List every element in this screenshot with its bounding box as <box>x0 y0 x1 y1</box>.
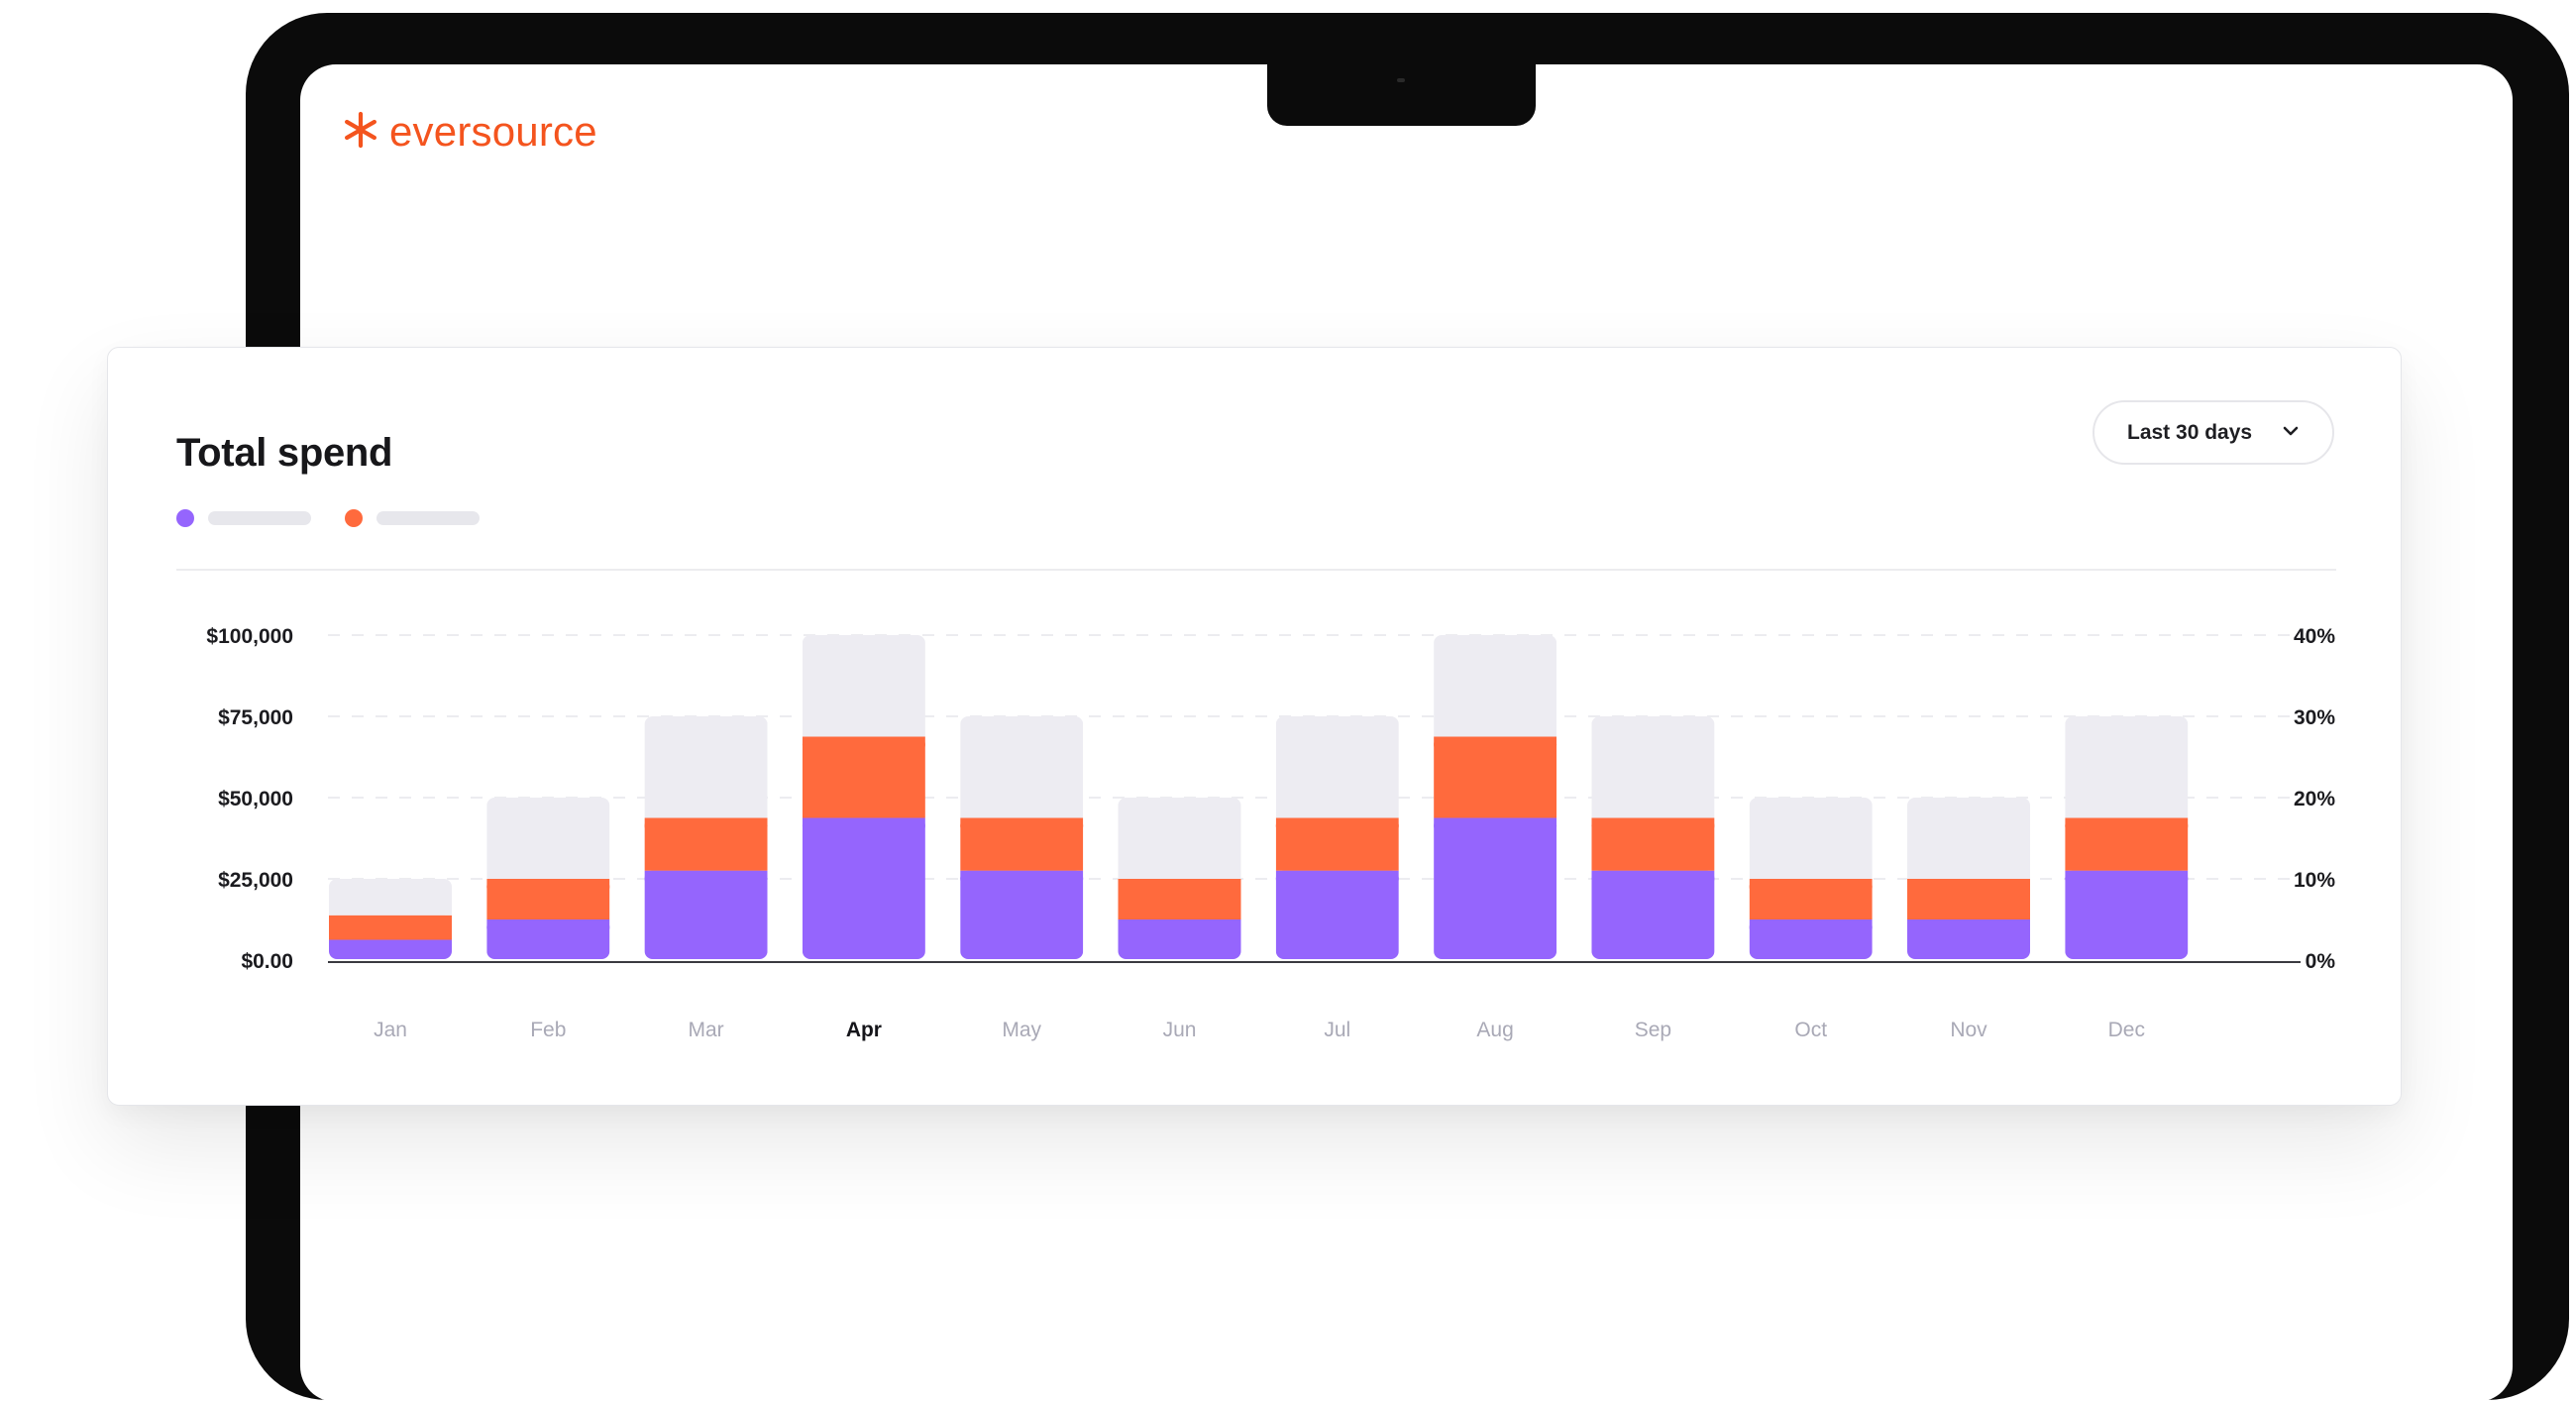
x-axis-tick[interactable]: Nov <box>1950 1019 1987 1041</box>
y-axis-right-tick: 30% <box>2294 706 2335 729</box>
bar-segment-background[interactable] <box>1749 798 1873 879</box>
y-axis-left-tick: $75,000 <box>218 706 293 729</box>
bar-segment-background[interactable] <box>644 716 768 818</box>
bar-group-may[interactable] <box>960 716 1084 960</box>
stacked-bar-chart: $0.00 0% $25,000 10% $50,000 20% $75,000 30% $10… <box>206 625 2336 1041</box>
bar-segment-purple[interactable] <box>2065 870 2189 960</box>
bar-segment-background[interactable] <box>1591 716 1715 818</box>
bar-segment-orange[interactable] <box>960 817 1084 871</box>
total-spend-card: Total spend Last 30 days $0.00 0% $25,000 1… <box>107 347 2402 1106</box>
bar-segment-orange[interactable] <box>1434 736 1557 818</box>
bar-segment-background[interactable] <box>1275 716 1399 818</box>
x-axis-tick[interactable]: May <box>1002 1019 1041 1041</box>
x-axis-tick[interactable]: Dec <box>2108 1019 2145 1041</box>
bar-segment-purple[interactable] <box>329 939 452 961</box>
bar-segment-purple[interactable] <box>1275 870 1399 960</box>
bar-group-nov[interactable] <box>1907 798 2030 960</box>
bar-segment-background[interactable] <box>1118 798 1241 879</box>
legend-label-placeholder <box>208 511 311 525</box>
bar-segment-orange[interactable] <box>486 879 610 919</box>
legend-dot-orange <box>345 509 363 527</box>
bar-segment-orange[interactable] <box>1591 817 1715 871</box>
y-axis-left-tick: $50,000 <box>218 788 293 810</box>
chart-legend <box>176 509 513 527</box>
bar-segment-background[interactable] <box>802 635 925 737</box>
camera-notch <box>1267 62 1536 126</box>
bar-segment-purple[interactable] <box>960 870 1084 960</box>
bar-segment-orange[interactable] <box>329 915 452 940</box>
logo-text: eversource <box>389 108 597 155</box>
card-title: Total spend <box>176 431 393 475</box>
y-axis-left-tick: $100,000 <box>206 625 293 648</box>
date-range-dropdown[interactable]: Last 30 days <box>2093 400 2334 465</box>
y-axis-left-tick: $0.00 <box>241 950 293 973</box>
bar-segment-orange[interactable] <box>1907 879 2030 919</box>
bar-group-feb[interactable] <box>486 798 610 960</box>
x-axis-tick[interactable]: Sep <box>1635 1019 1671 1041</box>
bar-segment-purple[interactable] <box>802 817 925 961</box>
bar-segment-background[interactable] <box>329 879 452 916</box>
x-axis-tick[interactable]: Apr <box>846 1019 882 1041</box>
bar-segment-purple[interactable] <box>1907 919 2030 960</box>
y-axis-right-tick: 20% <box>2294 788 2335 810</box>
x-axis-tick[interactable]: Feb <box>530 1019 566 1041</box>
legend-item-series-1[interactable] <box>176 509 311 527</box>
legend-dot-purple <box>176 509 194 527</box>
x-axis-tick[interactable]: Mar <box>689 1019 724 1041</box>
bar-segment-orange[interactable] <box>2065 817 2189 871</box>
asterisk-logo-icon <box>342 111 379 154</box>
chevron-down-icon <box>2282 424 2300 442</box>
x-axis-tick[interactable]: Oct <box>1794 1019 1827 1041</box>
y-axis-right-tick: 10% <box>2294 869 2335 892</box>
bar-group-oct[interactable] <box>1749 798 1873 960</box>
bar-segment-orange[interactable] <box>1275 817 1399 871</box>
bar-segment-purple[interactable] <box>1434 817 1557 961</box>
bar-segment-purple[interactable] <box>1591 870 1715 960</box>
bar-segment-purple[interactable] <box>486 919 610 960</box>
x-axis-tick[interactable]: Jul <box>1324 1019 1350 1041</box>
bar-segment-background[interactable] <box>2065 716 2189 818</box>
bar-segment-background[interactable] <box>1907 798 2030 879</box>
bar-group-jul[interactable] <box>1275 716 1399 960</box>
bar-segment-background[interactable] <box>486 798 610 879</box>
bar-group-jan[interactable] <box>329 879 452 960</box>
bar-group-dec[interactable] <box>2065 716 2189 960</box>
divider <box>176 569 2336 571</box>
bar-group-sep[interactable] <box>1591 716 1715 960</box>
bar-group-jun[interactable] <box>1118 798 1241 960</box>
x-axis-tick[interactable]: Aug <box>1476 1019 1513 1041</box>
y-axis-left-tick: $25,000 <box>218 869 293 892</box>
y-axis-right-tick: 40% <box>2294 625 2335 648</box>
brand-logo[interactable]: eversource <box>342 108 597 155</box>
date-range-label: Last 30 days <box>2127 420 2253 444</box>
bar-group-aug[interactable] <box>1434 635 1557 961</box>
bar-segment-background[interactable] <box>960 716 1084 818</box>
y-axis-right-tick: 0% <box>2306 950 2336 973</box>
legend-item-series-2[interactable] <box>345 509 480 527</box>
x-axis-tick[interactable]: Jun <box>1163 1019 1197 1041</box>
x-axis-tick[interactable]: Jan <box>374 1019 407 1041</box>
bar-group-apr[interactable] <box>802 635 925 961</box>
bar-segment-orange[interactable] <box>1118 879 1241 919</box>
bar-segment-purple[interactable] <box>1118 919 1241 960</box>
bar-segment-orange[interactable] <box>1749 879 1873 919</box>
camera-icon <box>1397 78 1405 82</box>
bar-segment-orange[interactable] <box>802 736 925 818</box>
bar-segment-orange[interactable] <box>644 817 768 871</box>
legend-label-placeholder <box>376 511 480 525</box>
bar-segment-background[interactable] <box>1434 635 1557 737</box>
bar-segment-purple[interactable] <box>644 870 768 960</box>
bar-segment-purple[interactable] <box>1749 919 1873 960</box>
bar-group-mar[interactable] <box>644 716 768 960</box>
